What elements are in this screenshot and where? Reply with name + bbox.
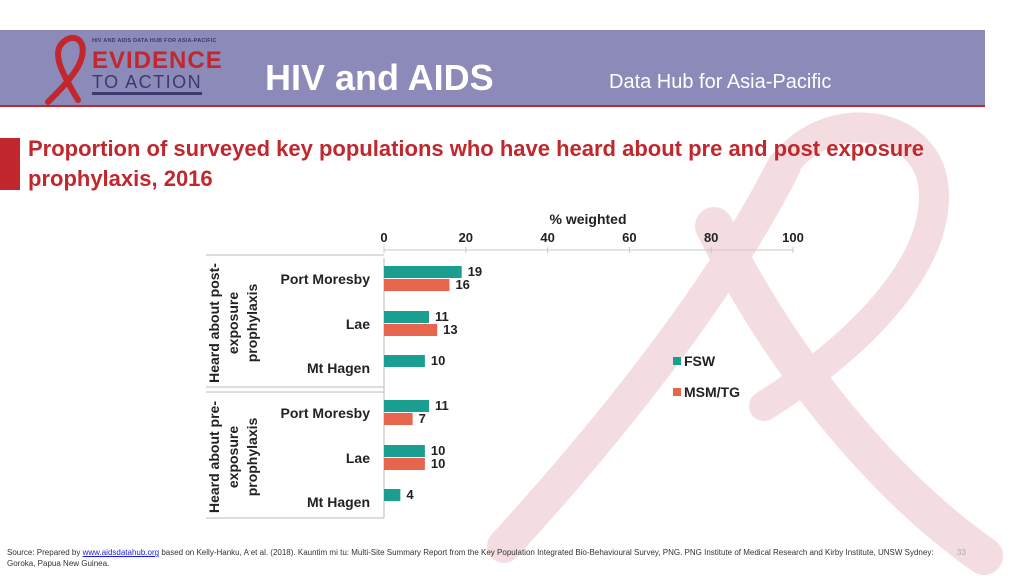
category-label: Lae <box>346 450 370 466</box>
background-ribbon-watermark <box>487 112 1003 575</box>
data-label: 10 <box>431 443 445 458</box>
x-tick-label: 100 <box>782 230 804 245</box>
group-label-line: exposure <box>225 426 241 488</box>
bar-fsw <box>384 445 425 457</box>
data-label: 11 <box>435 398 449 413</box>
page-number: 33 <box>957 548 966 557</box>
x-tick-label: 60 <box>622 230 636 245</box>
bar-msm-tg <box>384 324 438 336</box>
legend-label: FSW <box>684 353 716 369</box>
source-link[interactable]: www.aidsdatahub.org <box>82 548 160 557</box>
header-divider <box>0 105 985 107</box>
source-note: Source: Prepared by www.aidsdatahub.org … <box>7 547 937 569</box>
category-label: Port Moresby <box>281 405 371 421</box>
evidence-to-action-logo: HIV AND AIDS DATA HUB FOR ASIA-PACIFIC E… <box>40 30 240 105</box>
x-axis-label: % weighted <box>549 211 626 227</box>
logo-evidence-text: EVIDENCE <box>92 47 223 74</box>
bar-fsw <box>384 355 425 367</box>
legend-label: MSM/TG <box>684 384 740 400</box>
group-label-line: Heard about post- <box>206 263 222 383</box>
category-label: Port Moresby <box>281 271 371 287</box>
x-tick-label: 0 <box>380 230 387 245</box>
header-band: HIV AND AIDS DATA HUB FOR ASIA-PACIFIC E… <box>0 30 985 105</box>
group-labels: Heard about post-exposure prophylaxisHear… <box>206 263 260 513</box>
logo-action-text: TO ACTION <box>92 72 203 95</box>
data-label: 4 <box>406 487 414 502</box>
bar-fsw <box>384 311 429 323</box>
group-label-line: Heard about pre- <box>206 401 222 513</box>
data-label: 7 <box>419 411 426 426</box>
legend-swatch <box>673 388 681 396</box>
source-prefix: Source: Prepared by <box>7 548 83 557</box>
legend: FSW MSM/TG <box>673 353 740 400</box>
category-label: Mt Hagen <box>307 494 370 510</box>
bar-msm-tg <box>384 279 450 291</box>
legend-swatch <box>673 357 681 365</box>
data-label: 19 <box>468 264 482 279</box>
data-label: 16 <box>455 277 469 292</box>
title-accent-bar <box>0 138 20 190</box>
source-rest: based on Kelly-Hanku, A et al. (2018). K… <box>7 548 934 568</box>
bar-msm-tg <box>384 413 413 425</box>
logo-tagline: HIV AND AIDS DATA HUB FOR ASIA-PACIFIC <box>92 38 217 44</box>
red-ribbon-icon <box>45 35 86 105</box>
group-label-line: exposure <box>225 292 241 354</box>
group-label-line: prophylaxis <box>244 284 260 363</box>
x-axis-ticks: 0 20 40 60 80 100 <box>380 230 804 253</box>
x-tick-label: 20 <box>459 230 473 245</box>
data-label: 10 <box>431 456 445 471</box>
category-label: Mt Hagen <box>307 360 370 376</box>
bar-fsw <box>384 400 429 412</box>
bar-msm-tg <box>384 458 425 470</box>
header-subtitle: Data Hub for Asia-Pacific <box>609 71 832 93</box>
bar-fsw <box>384 266 462 278</box>
x-tick-label: 80 <box>704 230 718 245</box>
bar-fsw <box>384 489 401 501</box>
bars: 19 11 10 11 10 4 16 13 7 10 <box>384 264 482 502</box>
group-label-line: prophylaxis <box>244 418 260 497</box>
header-title: HIV and AIDS <box>265 57 494 98</box>
data-label: 13 <box>443 322 457 337</box>
top-band <box>0 0 1024 30</box>
x-tick-label: 40 <box>540 230 554 245</box>
category-label: Lae <box>346 316 370 332</box>
category-labels: Port Moresby Lae Mt Hagen Port Moresby Lae Mt… <box>281 271 371 510</box>
group-separators <box>206 254 385 519</box>
slide-title: Proportion of surveyed key populations w… <box>28 136 925 191</box>
data-label: 11 <box>435 309 449 324</box>
data-label: 10 <box>431 353 445 368</box>
